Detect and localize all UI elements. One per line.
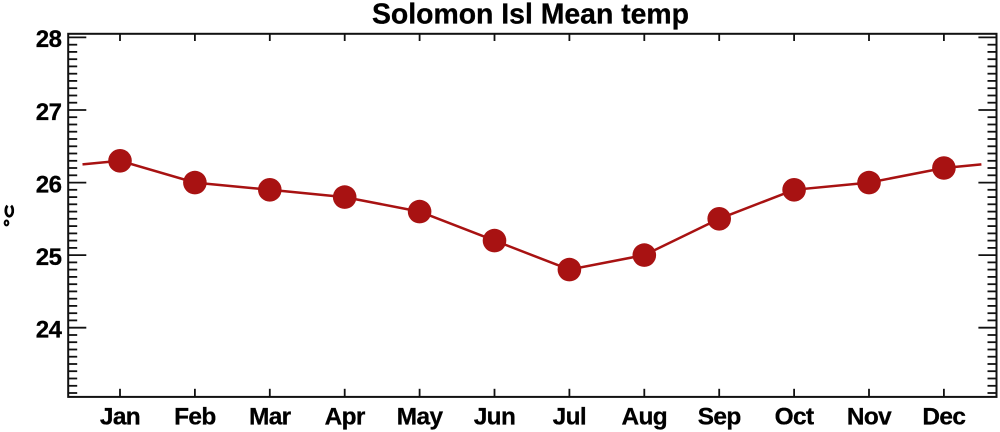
svg-text:Jul: Jul <box>553 404 586 431</box>
svg-text:Oct: Oct <box>775 404 814 431</box>
svg-text:Sep: Sep <box>698 404 741 431</box>
svg-text:Jan: Jan <box>100 404 140 431</box>
svg-text:Dec: Dec <box>922 404 965 431</box>
svg-text:Feb: Feb <box>174 404 216 431</box>
svg-text:Mar: Mar <box>249 404 292 431</box>
svg-text:Aug: Aug <box>621 404 667 431</box>
svg-text:Nov: Nov <box>847 404 892 431</box>
svg-text:24: 24 <box>36 317 63 344</box>
svg-text:Apr: Apr <box>325 404 366 431</box>
svg-text:27: 27 <box>36 99 62 126</box>
svg-text:28: 28 <box>36 26 62 53</box>
svg-text:26: 26 <box>36 171 62 198</box>
svg-text:Jun: Jun <box>474 404 516 431</box>
svg-text:25: 25 <box>36 244 62 271</box>
svg-text:Solomon Isl Mean temp: Solomon Isl Mean temp <box>372 0 689 30</box>
svg-text:May: May <box>397 404 444 431</box>
